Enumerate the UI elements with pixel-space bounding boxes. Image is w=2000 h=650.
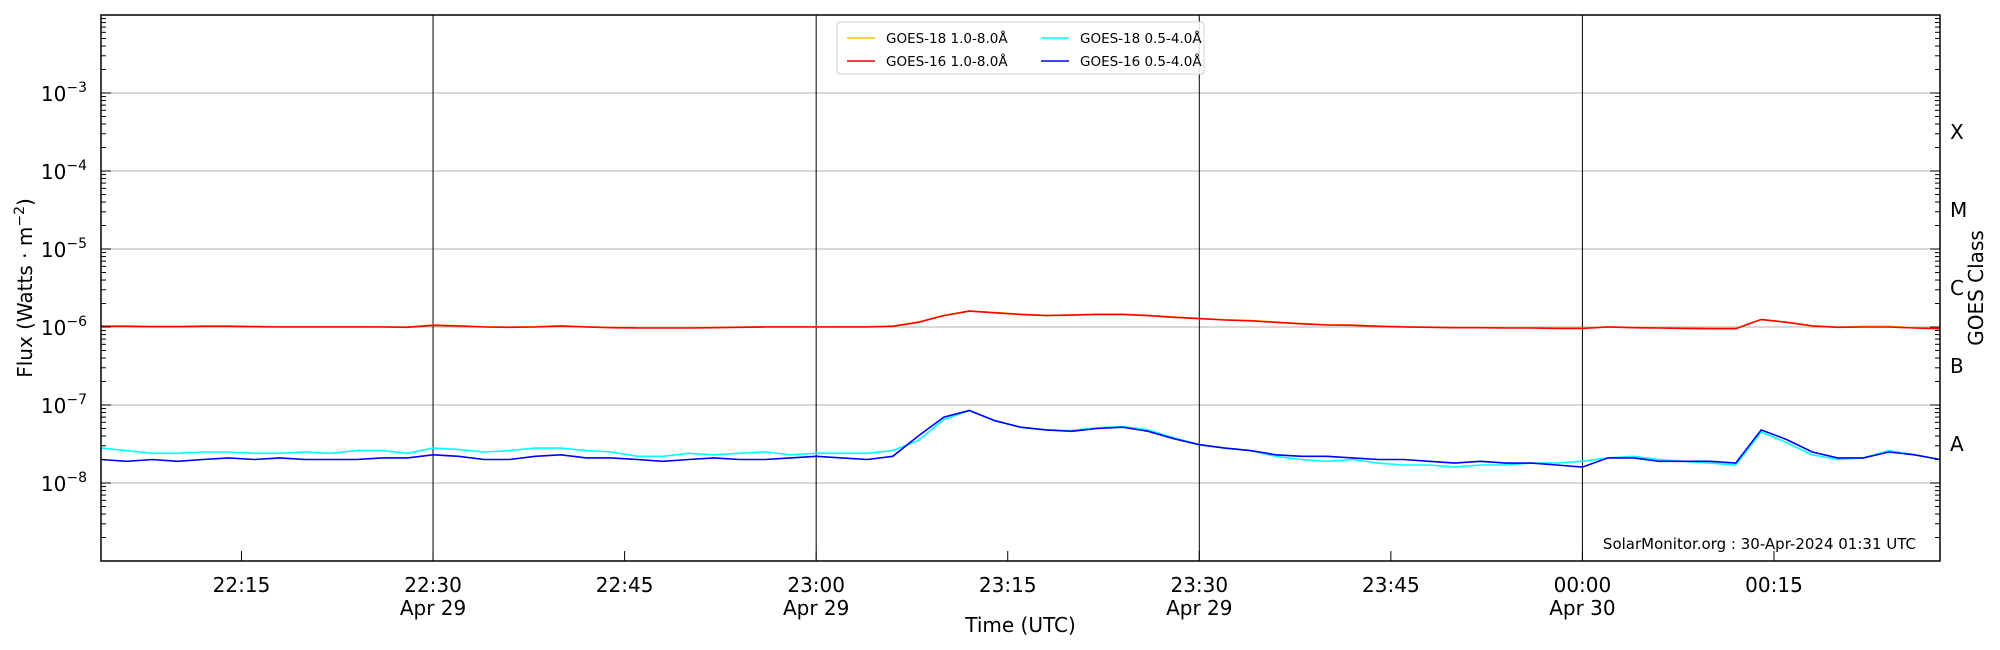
goes-class-label-c: C [1950, 276, 1964, 300]
x-tick-date-label: Apr 29 [783, 596, 849, 620]
day-marker-lines [432, 15, 1583, 561]
x-axis-label: Time (UTC) [964, 613, 1076, 637]
legend: GOES-18 1.0-8.0Å GOES-18 0.5-4.0Å GOES-16 … [836, 21, 1205, 75]
x-tick-label: 23:45 [1362, 573, 1420, 597]
series-line-goes-16-1-0-8-0- [101, 310, 1941, 330]
y-axis-label: Flux (Watts · m−2) [12, 198, 37, 378]
y-tick-label: 10−8 [41, 470, 87, 496]
goes-class-labels: X M C B A [1950, 120, 1967, 456]
legend-entry-label: GOES-16 1.0-8.0Å [886, 53, 1008, 70]
x-tick-label: 23:30 [1170, 573, 1228, 597]
y-tick-labels: 10−3 10−4 10−5 10−6 10−7 10−8 [41, 80, 87, 496]
series-lines [100, 310, 1941, 468]
goes-class-label-m: M [1950, 198, 1967, 222]
x-tick-date-label: Apr 29 [1166, 596, 1232, 620]
x-tick-date-label: Apr 29 [400, 596, 466, 620]
right-axis-label: GOES Class [1964, 230, 1988, 346]
axis-ticks [101, 14, 1940, 562]
series-line-goes-16-0-5-4-0- [100, 409, 1941, 468]
legend-entry-label: GOES-18 0.5-4.0Å [1080, 30, 1202, 47]
x-tick-label: 22:30 [404, 573, 462, 597]
y-tick-label: 10−7 [41, 392, 87, 418]
x-tick-label: 22:45 [596, 573, 654, 597]
y-tick-label: 10−4 [41, 158, 87, 184]
series-line-goes-18-1-0-8-0- [101, 310, 1941, 330]
x-tick-label: 23:15 [979, 573, 1037, 597]
y-tick-label: 10−6 [41, 314, 87, 340]
y-tick-label: 10−5 [41, 236, 87, 262]
legend-entry-label: GOES-18 1.0-8.0Å [886, 30, 1008, 47]
y-tick-label: 10−3 [41, 80, 87, 106]
x-tick-date-label: Apr 30 [1549, 596, 1615, 620]
x-tick-label: 00:00 [1554, 573, 1612, 597]
legend-box [836, 21, 1205, 75]
x-tick-label: 22:15 [213, 573, 271, 597]
goes-class-label-b: B [1950, 354, 1964, 378]
plot-frame [100, 14, 1941, 562]
legend-entry-label: GOES-16 0.5-4.0Å [1080, 53, 1202, 70]
x-tick-label: 23:00 [787, 573, 845, 597]
goes-class-label-x: X [1950, 120, 1964, 144]
x-tick-label: 00:15 [1745, 573, 1803, 597]
watermark-annotation: SolarMonitor.org : 30-Apr-2024 01:31 UTC [1603, 535, 1916, 553]
goes-class-label-a: A [1950, 432, 1964, 456]
gridlines [101, 92, 1940, 484]
